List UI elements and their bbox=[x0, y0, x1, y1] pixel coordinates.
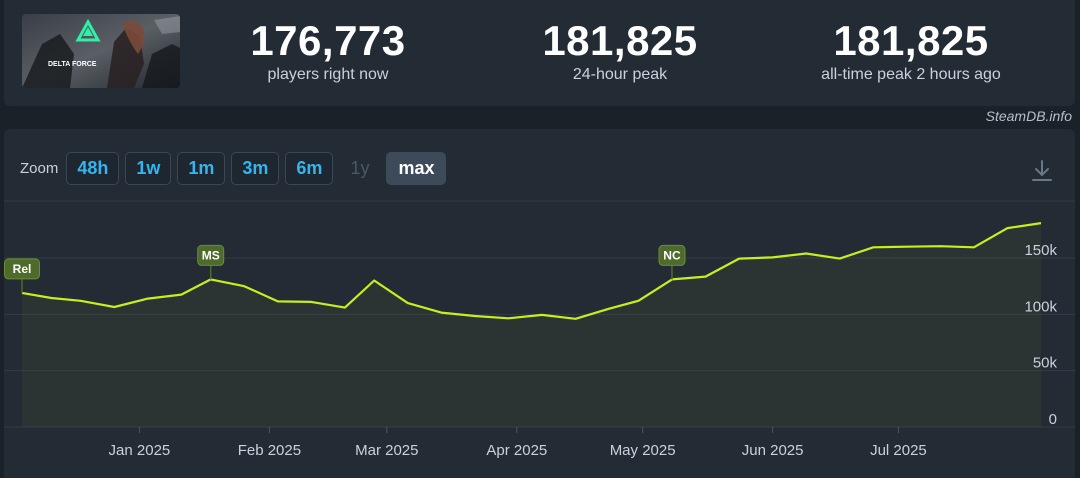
marker-box bbox=[658, 244, 686, 266]
stats-panel: DELTA FORCE 176,773 players right now 18… bbox=[4, 0, 1075, 106]
y-tick-label: 100k bbox=[1024, 298, 1057, 315]
zoom-3m-button[interactable]: 3m bbox=[231, 151, 280, 185]
x-tick-label: Jan 2025 bbox=[109, 442, 171, 459]
zoom-48h-button[interactable]: 48h bbox=[66, 151, 120, 185]
delta-force-logo-icon bbox=[75, 18, 101, 42]
stat-all-time-peak: 181,825 all-time peak 2 hours ago bbox=[781, 18, 1041, 84]
y-tick-label: 50k bbox=[1033, 355, 1058, 372]
event-marker-nc: NC bbox=[658, 244, 686, 280]
x-tick-label: May 2025 bbox=[610, 442, 676, 459]
all-time-peak-label: all-time peak 2 hours ago bbox=[821, 66, 1001, 83]
x-tick-label: Apr 2025 bbox=[486, 442, 547, 459]
download-icon[interactable] bbox=[1031, 159, 1053, 183]
marker-label: NC bbox=[663, 248, 681, 262]
zoom-label: Zoom bbox=[20, 159, 59, 177]
zoom-6m-button[interactable]: 6m bbox=[285, 151, 334, 185]
series-line bbox=[21, 222, 1042, 320]
event-markers: Rel MS NC bbox=[4, 244, 686, 293]
peak-24h-label: 24-hour peak bbox=[572, 66, 668, 83]
series-path bbox=[21, 222, 1042, 320]
y-tick-label: 0 bbox=[1049, 411, 1057, 428]
x-tick-label: Mar 2025 bbox=[355, 442, 418, 459]
zoom-1y-button: 1y bbox=[350, 157, 370, 178]
current-players-value: 176,773 bbox=[250, 17, 406, 64]
area-fill bbox=[22, 223, 1041, 427]
all-time-peak-value: 181,825 bbox=[833, 17, 989, 64]
game-thumbnail[interactable]: DELTA FORCE bbox=[22, 14, 180, 88]
event-marker-rel: Rel bbox=[4, 258, 40, 293]
marker-label: Rel bbox=[13, 262, 32, 276]
x-tick-label: Feb 2025 bbox=[238, 442, 301, 459]
zoom-max-button[interactable]: max bbox=[386, 151, 447, 185]
steamdb-credit[interactable]: SteamDB.info bbox=[985, 108, 1072, 124]
marker-label: MS bbox=[202, 248, 220, 262]
x-tick-labels: Jan 2025 Feb 2025 Mar 2025 Apr 2025 May 2025… bbox=[109, 427, 927, 459]
marker-box bbox=[197, 244, 225, 266]
zoom-1w-button[interactable]: 1w bbox=[125, 151, 172, 185]
player-count-chart: 0 50k 100k 150k Jan 2025 Feb 2025 Mar 2025 Apr… bbox=[4, 200, 1075, 459]
peak-24h-value: 181,825 bbox=[542, 17, 698, 64]
y-tick-label: 150k bbox=[1024, 242, 1057, 259]
y-tick-labels: 0 50k 100k 150k bbox=[1024, 242, 1057, 428]
grid-lines bbox=[4, 200, 1075, 428]
stat-current-players: 176,773 players right now bbox=[198, 18, 458, 84]
marker-box bbox=[4, 258, 40, 280]
stat-24h-peak: 181,825 24-hour peak bbox=[490, 18, 750, 84]
thumbnail-caption: DELTA FORCE bbox=[48, 61, 97, 68]
chart-panel: Zoom 48h 1w 1m 3m 6m 1y max 0 50k 100k 150k… bbox=[4, 129, 1075, 478]
x-tick-label: Jul 2025 bbox=[870, 442, 927, 459]
game-thumbnail-art: DELTA FORCE bbox=[22, 14, 180, 88]
event-marker-ms: MS bbox=[197, 244, 225, 280]
series-area bbox=[22, 223, 1041, 427]
zoom-1m-button[interactable]: 1m bbox=[177, 151, 226, 185]
zoom-bar: Zoom 48h 1w 1m 3m 6m 1y max bbox=[20, 151, 447, 185]
x-tick-label: Jun 2025 bbox=[742, 442, 804, 459]
current-players-label: players right now bbox=[267, 66, 389, 83]
